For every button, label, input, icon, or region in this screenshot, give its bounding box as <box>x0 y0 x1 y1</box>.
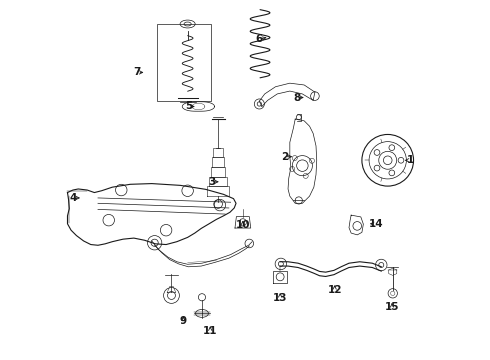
Text: 1: 1 <box>406 155 414 165</box>
Text: 5: 5 <box>185 102 192 112</box>
Text: 6: 6 <box>256 35 263 44</box>
Text: 13: 13 <box>273 293 288 303</box>
Bar <box>157 24 211 101</box>
Text: 11: 11 <box>203 325 218 336</box>
Text: 10: 10 <box>236 220 250 230</box>
Text: 8: 8 <box>294 93 301 103</box>
Text: 15: 15 <box>385 302 399 312</box>
Text: 14: 14 <box>368 219 383 229</box>
Text: 3: 3 <box>208 177 216 187</box>
Text: 2: 2 <box>281 152 288 162</box>
Text: 9: 9 <box>180 316 187 326</box>
Text: 4: 4 <box>69 193 76 203</box>
Text: 12: 12 <box>327 285 342 295</box>
Text: 7: 7 <box>134 67 141 77</box>
